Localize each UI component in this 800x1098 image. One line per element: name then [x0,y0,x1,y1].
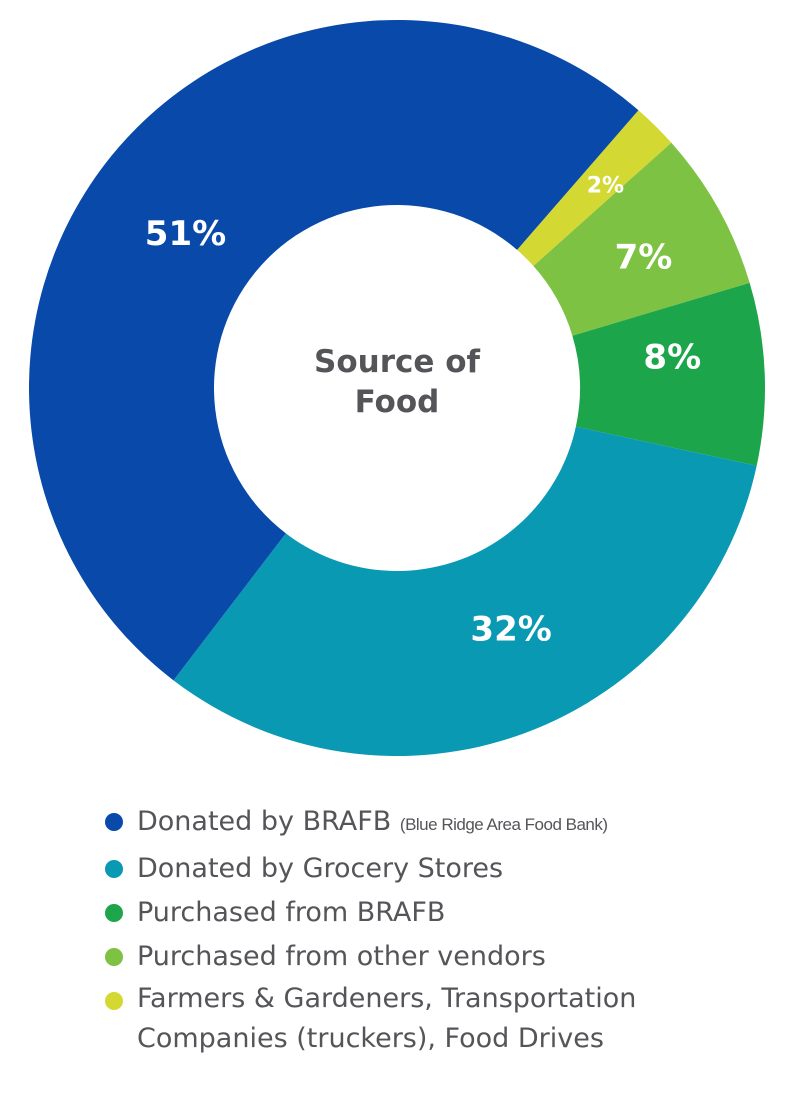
legend: Donated by BRAFB (Blue Ridge Area Food B… [104,800,636,1061]
legend-item-farmers-food-drives: Farmers & Gardeners, Transportation Comp… [104,979,636,1061]
slice-data-label: 51% [145,214,226,254]
legend-dot [105,860,123,878]
slice-data-label: 2% [587,173,624,198]
legend-note: (Blue Ridge Area Food Bank) [399,815,608,834]
legend-dot [105,992,123,1010]
donut-slice [517,110,672,267]
donut-slice [572,282,766,466]
center-title-line-1: Source of [314,344,480,380]
donut-slice [29,20,639,681]
slice-data-label: 32% [470,610,551,650]
legend-item-other-vendors: Purchased from other vendors [104,935,636,979]
legend-item-purchased-brafb: Purchased from BRAFB [104,891,636,935]
legend-dot [105,813,123,831]
slice-data-label: 7% [615,238,673,278]
legend-dot [105,904,123,922]
donut-slice [533,142,750,336]
legend-dot [105,948,123,966]
legend-label: Donated by BRAFB [137,806,392,837]
slice-data-label: 8% [643,337,701,377]
center-title-line-2: Food [355,384,440,420]
legend-item-donated-brafb: Donated by BRAFB (Blue Ridge Area Food B… [104,800,636,847]
legend-label: Farmers & Gardeners, Transportation Comp… [137,983,637,1054]
legend-label: Purchased from other vendors [137,941,546,972]
legend-item-grocery-stores: Donated by Grocery Stores [104,847,636,891]
donut-slice [173,426,757,757]
legend-label: Purchased from BRAFB [137,897,446,928]
legend-label: Donated by Grocery Stores [137,853,504,884]
donut-chart: 2% 7% 8% 32% 51% Source of Food [29,20,766,757]
